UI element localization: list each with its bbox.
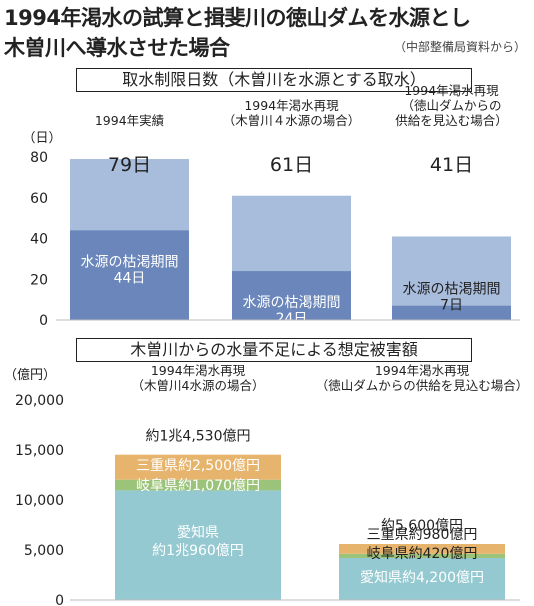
chart1-drought-label: 水源の枯渇期間	[403, 282, 501, 298]
chart1-total-label: 79日	[108, 154, 151, 176]
page-title-line1: 1994年渇水の試算と揖斐川の徳山ダムを水源とし	[4, 6, 471, 30]
chart2-ytick: 5,000	[24, 543, 64, 559]
chart1-drought-value: 7日	[440, 298, 463, 314]
chart2-segment-label: 約1兆960億円	[152, 543, 244, 559]
chart1-ytick: 0	[39, 313, 48, 329]
chart1-ytick: 80	[30, 150, 48, 166]
chart2-segment-label: 愛知県約4,200億円	[360, 569, 484, 586]
chart1-drought-value: 44日	[114, 270, 146, 286]
chart2-category-label: （徳山ダムからの供給を見込む場合）	[316, 378, 529, 393]
chart2-segment-0	[339, 558, 505, 600]
chart2-title: 木曽川からの水量不足による想定被害額	[76, 338, 472, 362]
chart1-ytick: 40	[30, 232, 48, 248]
chart2-total-label: 約5,600億円	[381, 518, 463, 534]
chart2-segment-0	[115, 490, 281, 600]
chart1-bar-drought	[232, 271, 351, 320]
chart1-category-label: 供給を見込む場合）	[395, 113, 508, 128]
chart2-segment-2	[339, 544, 505, 554]
chart1-ytick: 60	[30, 191, 48, 207]
source-note: （中部整備局資料から）	[393, 40, 526, 54]
chart2-segment-1	[339, 553, 505, 558]
chart1-total-label: 41日	[430, 154, 473, 176]
chart2-category-label: 1994年渇水再現	[375, 363, 470, 378]
chart2-ylabel: （億円）	[4, 367, 56, 383]
chart1-ytick: 20	[30, 272, 48, 288]
chart1-category-label: （徳山ダムからの	[401, 98, 501, 113]
chart2-ytick: 10,000	[15, 493, 64, 509]
chart1-drought-label: 水源の枯渇期間	[243, 295, 341, 311]
chart2-total-label: 約1兆4,530億円	[146, 429, 251, 445]
chart2-segment-1	[115, 479, 281, 491]
chart1-ylabel: （日）	[22, 131, 61, 146]
chart1-total-label: 61日	[270, 154, 313, 176]
chart2-segment-label: 三重県約2,500億円	[136, 458, 260, 474]
page-title-line2: 木曽川へ導水させた場合	[4, 36, 230, 60]
chart2-segment-label: 三重県約980億円	[367, 527, 478, 543]
chart2-segment-label: 岐阜県約1,070億円	[136, 477, 260, 494]
chart2-segment-label: 岐阜県約420億円	[367, 545, 478, 562]
chart1-drought-value: 24日	[276, 311, 308, 327]
chart2-segment-label: 愛知県	[177, 524, 219, 541]
chart2-category-label: （木曽川4水源の場合）	[132, 378, 265, 393]
chart2-ytick: 0	[55, 593, 64, 606]
chart2-ytick: 20,000	[15, 393, 64, 409]
chart1-drought-label: 水源の枯渇期間	[81, 254, 179, 270]
chart1-category-label: 1994年渇水再現	[404, 83, 499, 98]
chart2-segment-2	[115, 454, 281, 480]
chart1-title: 取水制限日数（木曽川を水源とする取水）	[76, 68, 472, 92]
chart1-category-label: （木曽川４水源の場合）	[223, 113, 361, 128]
chart1-category-label: 1994年実績	[95, 113, 164, 128]
chart2-ytick: 15,000	[15, 443, 64, 459]
chart2-category-label: 1994年渇水再現	[151, 363, 246, 378]
chart1-category-label: 1994年渇水再現	[244, 98, 339, 113]
chart1-bar-drought	[392, 305, 511, 320]
chart1-bar-drought	[70, 230, 189, 320]
